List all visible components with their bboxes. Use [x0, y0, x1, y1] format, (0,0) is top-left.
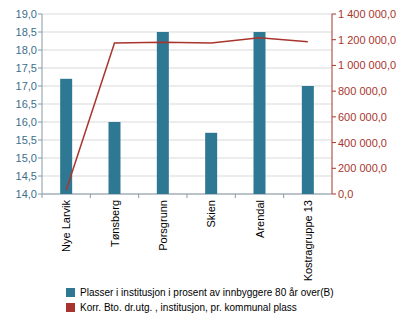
- bar: [302, 86, 314, 194]
- y2-tick-label: 400 000,0: [338, 137, 387, 149]
- x-tick-label: Tønsberg: [109, 200, 121, 247]
- grid-line: [42, 86, 332, 87]
- y-tick-label: 15,5: [16, 134, 37, 146]
- grid-line: [42, 158, 332, 159]
- tick: [332, 14, 336, 15]
- grid-line: [42, 122, 332, 123]
- grid-line: [42, 104, 332, 105]
- y-tick-label: 17,5: [16, 62, 37, 74]
- y2-tick-label: 1 200 000,0: [338, 34, 396, 46]
- grid-line: [42, 50, 332, 51]
- grid-line: [42, 14, 332, 15]
- legend-label: Korr. Bto. dr.utg. , institusjon, pr. ko…: [80, 302, 297, 313]
- y-tick-label: 18,0: [16, 44, 37, 56]
- tick: [38, 86, 42, 87]
- tick: [332, 116, 336, 117]
- grid-line: [42, 68, 332, 69]
- tick: [38, 104, 42, 105]
- y2-tick-label: 1 400 000,0: [338, 8, 396, 20]
- y2-tick-label: 1 000 000,0: [338, 59, 396, 71]
- bar: [157, 32, 169, 194]
- x-tick: [235, 194, 236, 198]
- y2-tick-label: 200 000,0: [338, 162, 387, 174]
- grid-line: [42, 32, 332, 33]
- y-axis: [42, 14, 43, 194]
- tick: [38, 158, 42, 159]
- x-tick-label: Arendal: [254, 200, 266, 238]
- tick: [38, 176, 42, 177]
- y2-tick-label: 600 000,0: [338, 111, 387, 123]
- tick: [38, 50, 42, 51]
- bar: [254, 32, 266, 194]
- tick: [332, 65, 336, 66]
- tick: [38, 122, 42, 123]
- y2-axis: [332, 14, 333, 194]
- y-tick-label: 14,5: [16, 170, 37, 182]
- tick: [332, 91, 336, 92]
- x-tick: [90, 194, 91, 198]
- y-tick-label: 19,0: [16, 8, 37, 20]
- tick: [332, 142, 336, 143]
- bar: [205, 133, 217, 194]
- grid-line: [42, 140, 332, 141]
- tick: [38, 14, 42, 15]
- bar: [109, 122, 121, 194]
- tick: [332, 39, 336, 40]
- y-tick-label: 16,0: [16, 116, 37, 128]
- x-tick: [187, 194, 188, 198]
- chart: 14,0 14,5 15,0 15,5 16,0 16,5 17,0 17,5 18,0 18,5…: [0, 0, 410, 330]
- marks: [60, 32, 314, 194]
- legend-swatch: [66, 303, 75, 312]
- y2-tick-label: 0,0: [338, 188, 353, 200]
- y-tick-label: 14,0: [16, 188, 37, 200]
- x-tick: [138, 194, 139, 198]
- tick: [38, 32, 42, 33]
- tick: [332, 194, 336, 195]
- tick: [38, 68, 42, 69]
- tick: [38, 194, 42, 195]
- y-tick-label: 18,5: [16, 26, 37, 38]
- y-tick-label: 17,0: [16, 80, 37, 92]
- x-tick: [42, 194, 43, 198]
- tick: [332, 168, 336, 169]
- legend-swatch: [66, 288, 75, 297]
- y2-tick-label: 800 000,0: [338, 85, 387, 97]
- x-tick-label: Nye Larvik: [60, 200, 72, 252]
- grid-line: [42, 176, 332, 177]
- line: [66, 38, 308, 190]
- y-tick-label: 15,0: [16, 152, 37, 164]
- legend-label: Plasser i institusjon i prosent av innby…: [80, 287, 333, 298]
- tick: [38, 140, 42, 141]
- x-tick-label: Porsgrunn: [157, 200, 169, 251]
- y-tick-label: 16,5: [16, 98, 37, 110]
- x-tick-label: Skien: [205, 200, 217, 228]
- x-tick-label: Kostragruppe 13: [302, 200, 314, 281]
- x-tick: [283, 194, 284, 198]
